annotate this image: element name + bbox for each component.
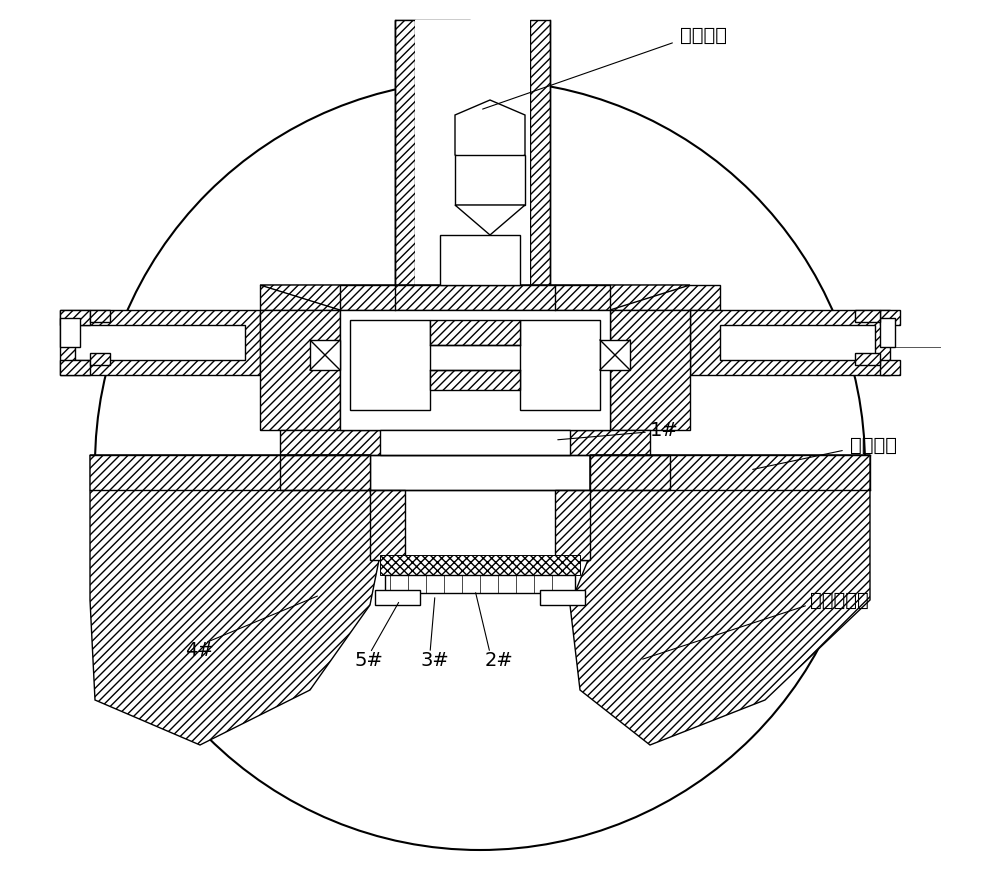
Bar bbox=[690, 310, 890, 375]
Text: 3#: 3# bbox=[420, 650, 449, 669]
Bar bbox=[375, 590, 420, 605]
Bar bbox=[530, 20, 550, 290]
Polygon shape bbox=[455, 205, 525, 235]
Bar bbox=[60, 318, 80, 347]
Polygon shape bbox=[455, 100, 525, 170]
Bar bbox=[60, 360, 90, 375]
Text: 1#: 1# bbox=[650, 421, 679, 439]
Bar bbox=[380, 555, 580, 575]
Polygon shape bbox=[570, 455, 870, 745]
Bar bbox=[455, 155, 525, 205]
Bar bbox=[720, 325, 875, 360]
Bar bbox=[590, 455, 870, 490]
Bar bbox=[520, 320, 600, 410]
Bar bbox=[90, 353, 110, 365]
Bar bbox=[415, 20, 530, 290]
Bar bbox=[60, 310, 260, 375]
Bar bbox=[395, 285, 555, 310]
Bar bbox=[430, 320, 520, 345]
Polygon shape bbox=[260, 285, 690, 310]
Bar bbox=[395, 20, 470, 290]
Bar bbox=[75, 325, 245, 360]
Bar bbox=[880, 360, 900, 375]
Text: 4#: 4# bbox=[185, 641, 214, 659]
Bar bbox=[540, 590, 585, 605]
Bar bbox=[310, 340, 340, 370]
Text: 5#: 5# bbox=[355, 650, 384, 669]
Bar bbox=[340, 285, 610, 310]
Text: 汽缸顶杆: 汽缸顶杆 bbox=[680, 26, 727, 45]
Bar bbox=[880, 310, 900, 325]
Bar bbox=[280, 455, 370, 490]
Text: 工作台面: 工作台面 bbox=[850, 436, 897, 454]
Bar bbox=[90, 455, 370, 490]
Polygon shape bbox=[90, 455, 380, 745]
Bar bbox=[440, 235, 520, 285]
Bar bbox=[855, 310, 880, 322]
Text: 2#: 2# bbox=[485, 650, 514, 669]
Bar bbox=[60, 310, 90, 325]
Bar bbox=[370, 490, 405, 560]
Bar bbox=[415, 20, 450, 290]
Bar bbox=[855, 353, 880, 365]
Bar bbox=[90, 310, 110, 322]
Bar bbox=[280, 430, 650, 455]
Text: 喀嘴放置处: 喀嘴放置处 bbox=[810, 591, 869, 609]
Bar bbox=[880, 318, 895, 347]
Bar bbox=[395, 20, 415, 290]
Bar bbox=[590, 455, 670, 490]
Bar bbox=[555, 490, 590, 560]
Bar bbox=[340, 310, 610, 430]
Bar bbox=[610, 310, 690, 430]
Bar bbox=[350, 320, 430, 410]
Bar bbox=[430, 370, 520, 390]
Bar bbox=[260, 310, 340, 430]
Bar bbox=[260, 285, 720, 310]
Bar bbox=[370, 490, 590, 560]
Bar bbox=[600, 340, 630, 370]
Bar bbox=[380, 430, 570, 455]
Bar bbox=[385, 575, 575, 593]
